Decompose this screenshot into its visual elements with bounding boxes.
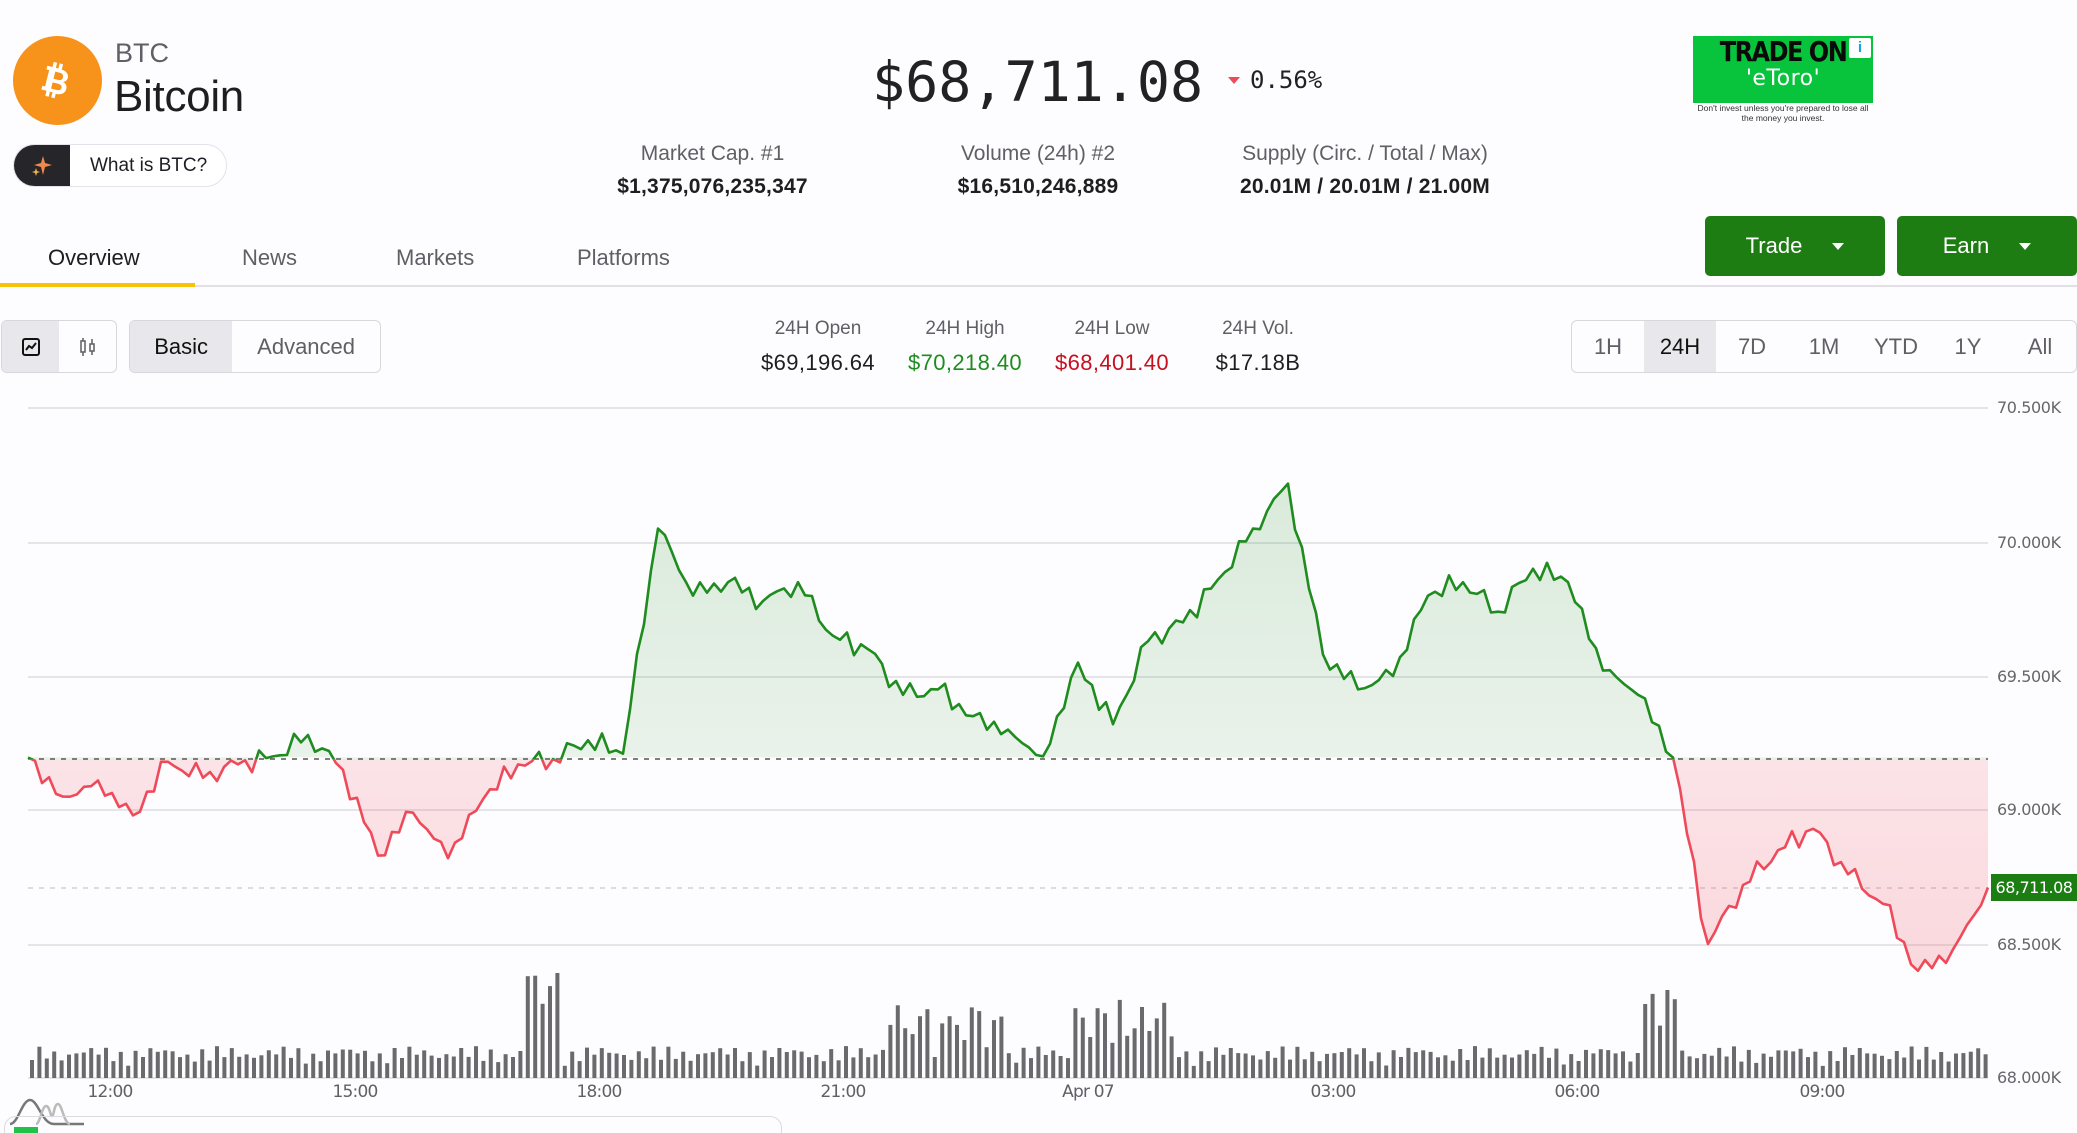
stat-value: $16,510,246,889 [957,175,1119,198]
line-chart-icon[interactable] [2,321,59,372]
earn-button[interactable]: Earn [1897,216,2077,276]
stat-market-cap: Market Cap. #1 $1,375,076,235,347 [590,142,835,199]
stat-supply: Supply (Circ. / Total / Max) 20.01M / 20… [1205,142,1525,199]
x-axis-label: 21:00 [820,1082,867,1102]
x-axis-label: 15:00 [332,1082,379,1102]
x-axis-label: 12:00 [87,1082,134,1102]
tab-platforms[interactable]: Platforms [577,245,670,270]
ad-brand: 'eToro' [1745,66,1821,91]
triangle-down-icon [1228,76,1240,84]
price-change: 0.56% [1228,66,1322,94]
y-axis-label: 69.000K [1997,800,2061,819]
x-axis-label: 06:00 [1554,1082,1601,1102]
x-axis-label: 03:00 [1310,1082,1357,1102]
ad-disclaimer: Don't invest unless you're prepared to l… [1697,103,1869,123]
y-axis-label: 70.500K [1997,398,2061,417]
sparkle-icon [14,145,70,186]
range-1h[interactable]: 1H [1593,333,1623,359]
stat-label: Supply (Circ. / Total / Max) [1242,142,1488,165]
tab-bar: Overview News Markets Platforms [0,235,2077,287]
time-range-selector: 1H 24H 7D 1M YTD 1Y All [1571,320,2077,373]
active-tab-indicator [0,283,195,287]
x-axis-label: Apr 07 [1062,1082,1114,1102]
coin-name: Bitcoin [114,72,244,121]
bitcoin-glyph-icon [40,61,68,98]
range-1y[interactable]: 1Y [1954,333,1982,359]
highlight-low: 24H Low $68,401.40 [1042,318,1182,376]
bitcoin-logo-icon [13,36,102,125]
y-axis-label: 68.000K [1997,1068,2061,1087]
highlight-label: 24H Vol. [1222,318,1294,339]
range-24h[interactable]: 24H [1644,321,1716,372]
range-1m[interactable]: 1M [1808,333,1840,359]
caret-down-icon [1832,242,1845,250]
stat-volume: Volume (24h) #2 $16,510,246,889 [918,142,1158,199]
range-all[interactable]: All [2027,333,2053,359]
trade-button[interactable]: Trade [1705,216,1885,276]
x-axis-label: 18:00 [576,1082,623,1102]
highlight-label: 24H Open [774,318,862,339]
price-change-pct: 0.56% [1250,66,1323,94]
highlight-value: $70,218.40 [907,350,1023,375]
coin-symbol: BTC [115,38,169,68]
tab-news[interactable]: News [242,245,298,270]
navigator-handle[interactable] [14,1127,38,1133]
stat-value: $1,375,076,235,347 [617,175,808,198]
info-icon[interactable]: i [1849,38,1871,58]
stat-value: 20.01M / 20.01M / 21.00M [1240,175,1490,198]
caret-down-icon [2019,242,2032,250]
etoro-ad-banner[interactable]: TRADE ON 'eToro' i [1693,36,1873,103]
earn-label: Earn [1942,233,1990,258]
stat-label: Volume (24h) #2 [960,142,1116,165]
chart-navigator[interactable] [4,1116,782,1133]
mode-advanced[interactable]: Advanced [257,333,356,359]
y-axis-label: 69.500K [1997,667,2061,686]
ad-headline: TRADE ON [1719,36,1848,69]
what-is-btc-button[interactable]: What is BTC? [13,144,227,187]
candlestick-icon[interactable] [59,321,116,372]
highlight-value: $17.18B [1215,350,1301,375]
highlight-volume: 24H Vol. $17.18B [1208,318,1308,376]
tab-overview[interactable]: Overview [48,245,140,270]
tab-markets[interactable]: Markets [396,245,475,270]
highlight-high: 24H High $70,218.40 [895,318,1035,376]
volume-bars [30,973,1988,1078]
y-axis-label: 70.000K [1997,533,2061,552]
chart-mode-toggle: Basic Advanced [129,320,381,373]
current-price-tag: 68,711.08 [1991,874,2077,901]
range-ytd[interactable]: YTD [1874,333,1918,359]
range-7d[interactable]: 7D [1737,333,1767,359]
current-price: $68,711.08 [872,50,1204,114]
highlight-label: 24H Low [1074,318,1150,339]
chart-type-toggle [1,320,117,373]
x-axis-label: 09:00 [1799,1082,1846,1102]
stat-label: Market Cap. #1 [640,142,785,165]
what-is-btc-label: What is BTC? [90,154,208,176]
price-chart[interactable] [0,390,2077,1090]
highlight-open: 24H Open $69,196.64 [748,318,888,376]
trade-label: Trade [1745,233,1803,258]
highlight-label: 24H High [925,318,1005,339]
y-axis-label: 68.500K [1997,935,2061,954]
highlight-value: $69,196.64 [760,350,876,375]
highlight-value: $68,401.40 [1054,350,1170,375]
mode-basic[interactable]: Basic [130,321,233,372]
